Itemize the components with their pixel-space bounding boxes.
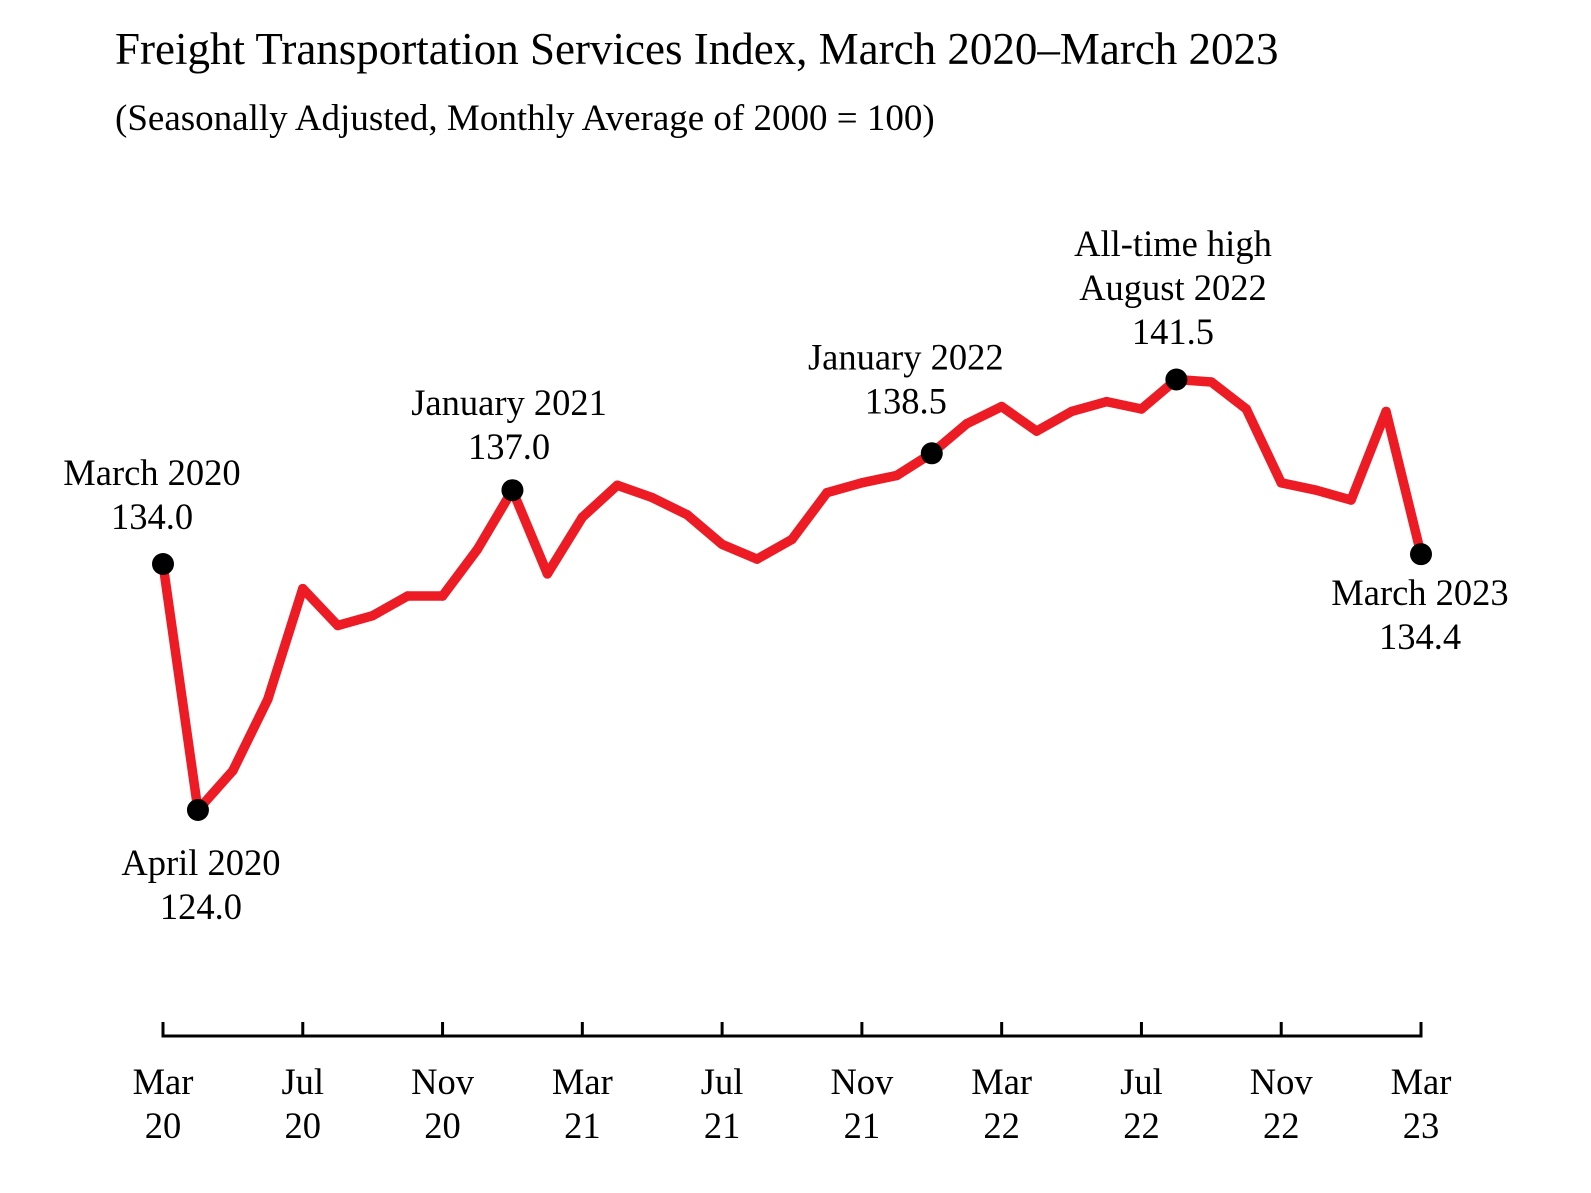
annotation-value-label: 141.5 [1132,311,1214,352]
x-tick-label-month: Nov [830,1061,894,1102]
data-point [542,569,553,579]
x-tick-label: Nov 22 [1250,1061,1314,1146]
x-tick-label: Jul 22 [1120,1061,1163,1146]
data-point [961,419,972,429]
x-tick-label-month: Nov [1250,1061,1314,1102]
data-point [228,765,238,776]
chart-subtitle: (Seasonally Adjusted, Monthly Average of… [115,98,935,139]
series-line [158,374,1426,815]
annotation-label: All-time high August 2022 141.5 [1074,223,1272,352]
x-tick-label-year: 20 [145,1105,182,1146]
data-point [1276,478,1286,488]
annotation-label: January 2021 137.0 [411,382,607,467]
data-point [1066,406,1077,417]
annotation-labels: March 2020 134.0 April 2020 124.0 January 20… [63,223,1508,927]
x-tick-label-year: 23 [1403,1105,1440,1146]
data-point [367,610,378,621]
annotation-label: March 2023 134.4 [1331,572,1508,657]
data-point [996,401,1007,412]
annotation-text-line: August 2022 [1079,267,1267,308]
annotation-marker [152,553,174,575]
data-point [1031,426,1042,436]
x-tick-label: Nov 20 [411,1061,475,1146]
annotation-marker [186,799,209,821]
x-tick-label: Mar 22 [971,1061,1032,1146]
data-point [298,583,308,594]
annotation-text-line: January 2022 [808,336,1004,377]
x-tick-label-year: 22 [983,1105,1020,1146]
data-point [612,480,623,491]
annotation-marker [501,479,524,502]
x-tick-label-month: Jul [701,1061,744,1102]
x-tick-label-month: Mar [1391,1061,1452,1102]
x-tick-label-year: 22 [1123,1105,1160,1146]
x-tick-label-month: Jul [1120,1061,1163,1102]
x-axis [161,1022,1423,1038]
data-point [402,591,413,601]
annotation-value-label: 134.0 [111,496,193,537]
x-tick-label: Mar 23 [1391,1061,1452,1146]
data-point [822,487,832,498]
annotation-marker [920,442,943,465]
data-point [472,544,483,554]
annotation-value-label: 134.4 [1379,616,1461,657]
chart-title: Freight Transportation Services Index, M… [115,24,1279,74]
annotation-text-line: April 2020 [121,842,280,883]
series-group [158,374,1426,815]
data-point [717,539,727,550]
annotation-label: April 2020 124.0 [121,842,280,927]
data-point [577,512,588,523]
annotation-text-line: March 2023 [1331,572,1508,613]
x-tick-label-year: 21 [844,1105,881,1146]
x-tick-label: Nov 21 [830,1061,894,1146]
x-tick-label-year: 21 [704,1105,741,1146]
annotation-value-label: 138.5 [865,380,947,421]
data-point [752,554,762,564]
data-point [1311,485,1321,495]
x-tick-label-year: 20 [285,1105,322,1146]
data-points [158,374,1426,815]
x-tick-label: Mar 20 [133,1061,194,1146]
data-point [437,591,448,601]
data-point [682,510,692,520]
data-point [1136,404,1147,414]
annotation-markers [152,368,1432,821]
x-tick-label-year: 22 [1263,1105,1300,1146]
annotation-label: January 2022 138.5 [808,336,1004,421]
x-tick-label-month: Jul [281,1061,324,1102]
annotation-marker [1410,543,1432,566]
x-tick-label-year: 21 [564,1105,601,1146]
annotation-marker [1165,368,1188,391]
x-tick-label-month: Mar [133,1061,194,1102]
x-tick-label-month: Mar [552,1061,613,1102]
x-tick-label-month: Nov [411,1061,475,1102]
annotation-label: March 2020 134.0 [63,452,240,537]
data-point [857,478,867,488]
x-tick-label: Jul 20 [281,1061,324,1146]
x-tick-label: Jul 21 [701,1061,744,1146]
data-point [1241,404,1252,414]
x-tick-label-month: Mar [971,1061,1032,1102]
x-tick-label-year: 20 [424,1105,461,1146]
annotation-text-line: All-time high [1074,223,1272,264]
annotation-text-line: March 2020 [63,452,240,493]
data-point [1346,495,1356,505]
data-point [1101,396,1112,407]
data-point [647,492,657,503]
data-point [787,534,797,545]
x-tick-label: Mar 21 [552,1061,613,1146]
data-point [1381,406,1391,417]
data-point [332,620,343,631]
data-point [892,470,902,481]
annotation-value-label: 137.0 [468,426,550,467]
data-point [1206,377,1217,387]
annotation-value-label: 124.0 [160,886,242,927]
data-point [263,694,273,705]
annotation-text-line: January 2021 [411,382,607,423]
